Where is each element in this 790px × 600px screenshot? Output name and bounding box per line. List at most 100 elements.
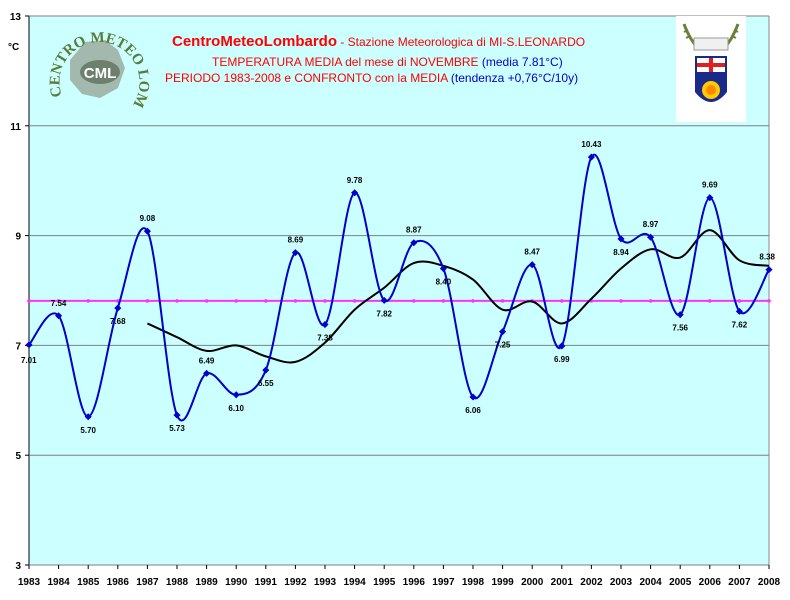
mean-marker [352, 299, 357, 303]
x-tick-label: 1983 [18, 577, 41, 588]
mean-marker [56, 299, 61, 303]
data-label: 10.43 [581, 140, 602, 149]
mean-marker [648, 299, 653, 303]
mean-marker [767, 299, 771, 303]
x-tick-label: 1984 [47, 577, 70, 588]
x-tick-label: 2000 [521, 577, 544, 588]
x-tick-label: 1997 [432, 577, 455, 588]
logo-badge [80, 60, 120, 84]
x-tick-label: 1987 [136, 577, 159, 588]
data-label: 8.47 [524, 248, 540, 257]
mean-marker [619, 299, 623, 303]
data-label: 9.78 [347, 176, 363, 185]
temperature-point [735, 307, 743, 315]
data-label: 7.56 [672, 324, 688, 333]
mean-marker [323, 299, 327, 303]
temperature-point [173, 411, 181, 419]
gridlines [25, 15, 769, 566]
data-label: 8.69 [288, 236, 304, 245]
trend-label: (tendenza +0,76°C/10y) [451, 71, 578, 85]
data-label: 9.08 [140, 214, 156, 223]
temperature-point [114, 304, 122, 312]
data-label: 5.70 [80, 426, 96, 435]
y-axis-unit: °C [8, 42, 19, 53]
data-label: 6.06 [465, 406, 481, 415]
temperature-point [55, 312, 63, 320]
temperature-point [410, 239, 418, 247]
mean-marker [441, 299, 446, 303]
data-label: 6.10 [228, 404, 244, 413]
temperature-point [351, 189, 359, 197]
data-label: 6.99 [554, 355, 570, 364]
temperature-point [558, 342, 566, 350]
data-label: 8.38 [759, 253, 775, 262]
temperature-point [439, 265, 447, 273]
temperature-point [469, 393, 477, 401]
data-label: 7.68 [110, 317, 126, 326]
data-label: 7.82 [376, 309, 392, 318]
x-tick-label: 1989 [195, 577, 218, 588]
data-label: 8.87 [406, 226, 422, 235]
mean-marker [175, 299, 179, 303]
plot-area [29, 16, 769, 565]
x-tick-label: 2003 [610, 577, 633, 588]
data-label: 6.49 [199, 356, 215, 365]
mean-label: (media 7.81°C) [482, 55, 563, 69]
data-label: 6.55 [258, 379, 274, 388]
mean-marker [204, 299, 209, 303]
coat-of-arms-icon [676, 16, 746, 122]
header-line-3: PERIODO 1983-2008 e CONFRONTO con la MED… [165, 71, 578, 85]
temperature-point [617, 235, 625, 243]
data-label: 8.40 [436, 278, 452, 287]
x-tick-label: 1998 [462, 577, 485, 588]
period-label: PERIODO 1983-2008 e CONFRONTO con la MED… [165, 71, 448, 85]
data-label: 7.38 [317, 334, 333, 343]
x-tick-label: 2002 [580, 577, 603, 588]
mean-marker [471, 299, 475, 303]
x-tick-label: 2001 [551, 577, 574, 588]
data-label: 8.94 [613, 248, 629, 257]
y-tick-label: 9 [15, 232, 21, 243]
brand-name: CentroMeteoLombardo [172, 33, 337, 50]
x-tick-label: 2004 [639, 577, 662, 588]
mean-marker [264, 299, 268, 303]
temperature-point [262, 366, 270, 374]
x-tick-labels: 1983 1984 1985 1986 1987 1988 1989 1990 1991 1992… [18, 565, 781, 588]
temperature-point [647, 233, 655, 241]
data-label: 7.25 [495, 341, 511, 350]
temperature-point [143, 227, 151, 235]
x-tick-label: 2007 [728, 577, 751, 588]
temperature-point [291, 249, 299, 257]
x-tick-label: 1992 [284, 577, 307, 588]
y-tick-label: 13 [10, 12, 22, 23]
temperature-point [380, 296, 388, 304]
y-tick-label: 5 [15, 451, 21, 462]
x-tick-label: 1994 [343, 577, 366, 588]
temperature-point [203, 369, 211, 377]
data-label: 7.54 [51, 299, 67, 308]
temperature-point [706, 194, 714, 202]
x-tick-label: 1985 [77, 577, 100, 588]
temperature-point [528, 261, 536, 269]
x-tick-label: 1996 [403, 577, 426, 588]
station-name: - Stazione Meteorologica di MI-S.LEONARD… [337, 35, 585, 49]
y-tick-label: 3 [15, 561, 21, 572]
x-tick-label: 1993 [314, 577, 337, 588]
x-tick-label: 1986 [107, 577, 130, 588]
mean-marker [500, 299, 505, 303]
data-labels: 7.01 7.54 5.70 7.68 9.08 5.73 6.49 6.10 6.55 8.69… [21, 140, 776, 435]
y-tick-label: 7 [15, 341, 21, 352]
mean-marker [708, 299, 712, 303]
mean-marker [293, 299, 298, 303]
temperature-point [232, 391, 240, 399]
data-label: 7.62 [732, 320, 748, 329]
mean-marker [560, 299, 564, 303]
logo-initials: CML [84, 65, 117, 82]
x-tick-label: 1995 [373, 577, 396, 588]
x-tick-label: 2005 [669, 577, 692, 588]
data-label: 8.97 [643, 220, 659, 229]
data-label: 9.69 [702, 181, 718, 190]
header-line-1: CentroMeteoLombardo - Stazione Meteorolo… [172, 33, 585, 50]
x-tick-label: 2008 [758, 577, 781, 588]
